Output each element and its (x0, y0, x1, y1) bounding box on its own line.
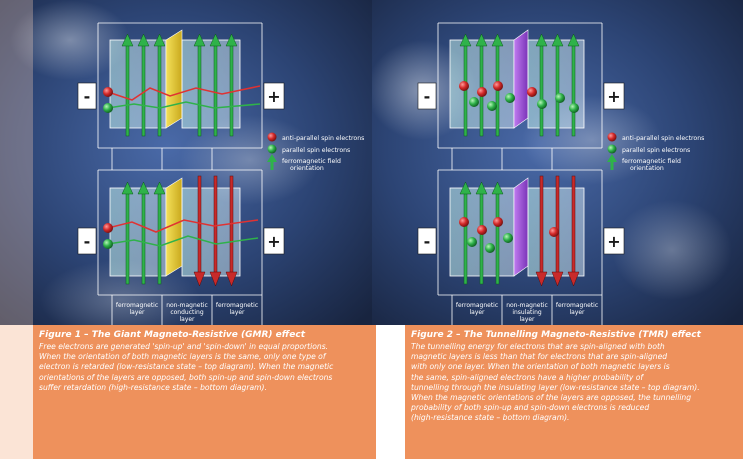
plus-label: + (607, 87, 620, 106)
gmr-caption-line: electron is retarded (low-resistance sta… (39, 362, 334, 372)
layer-label-mid-line3: layer (179, 316, 195, 323)
layer-label-right-line2: layer (229, 309, 245, 316)
layer-label-mid-line1: non-magnetic (506, 302, 548, 309)
caption-right-strip (376, 325, 405, 459)
tmr-caption-line: The tunnelling energy for electrons that… (411, 342, 665, 351)
gmr-caption-title: Figure 1 – The Giant Magneto-Resistive (… (39, 330, 306, 340)
insulating-spacer-layer (513, 29, 529, 129)
minus-terminal (417, 82, 437, 110)
parallel-path (107, 101, 261, 109)
legend-anti-parallel-label: anti-parallel spin electrons (282, 135, 364, 142)
gmr-caption-line: orientations of the layers are opposed, … (39, 372, 333, 382)
legend-parallel-label: parallel spin electrons (622, 147, 690, 154)
plus-terminal (603, 82, 625, 110)
gmr-caption: Figure 1 – The Giant Magneto-Resistive (… (33, 325, 376, 459)
layer-label-right-line1: ferromagnetic (556, 302, 598, 309)
layer-label-left-line1: ferromagnetic (456, 302, 498, 309)
layer-label-left-line1: ferromagnetic (116, 302, 158, 309)
legend-parallel-marker (267, 144, 277, 154)
minus-label: - (424, 232, 431, 251)
up-field-arrows (121, 33, 238, 137)
minus-label: - (84, 232, 91, 251)
left-ferromagnetic-layer (109, 39, 167, 129)
gmr-caption-line: Free electrons are generated 'spin-up' a… (39, 342, 329, 351)
legend-parallel-marker (607, 144, 617, 154)
gmr-figure: - + - + (0, 0, 372, 325)
tmr-legend: anti-parallel spin electrons parallel sp… (607, 132, 704, 172)
up-field-arrows (459, 181, 504, 285)
caption-left-strip (0, 325, 33, 459)
tmr-caption-line: probability of both spin-up and spin-dow… (411, 403, 650, 413)
legend-field-arrow-icon (267, 154, 277, 170)
gmr-top-device: - + (77, 29, 285, 137)
anti-parallel-path (107, 219, 259, 233)
legend-field-label-line1: ferromagnetic field (282, 158, 341, 165)
minus-terminal (417, 227, 437, 255)
electron-cluster (459, 217, 559, 253)
parallel-path (107, 235, 259, 247)
tmr-caption-line: When the magnetic orientations of the la… (411, 393, 692, 403)
insulating-spacer-layer (513, 177, 529, 277)
legend-field-arrow-icon (607, 154, 617, 170)
layer-label-right-line1: ferromagnetic (216, 302, 258, 309)
tmr-caption-line: magnetic layers is less than that for el… (411, 352, 668, 362)
tmr-figure: - + - (372, 0, 743, 325)
plus-label: + (267, 232, 280, 251)
layer-label-mid-line3: layer (519, 316, 535, 323)
legend-field-label-line2: orientation (290, 165, 324, 172)
minus-label: - (84, 87, 91, 106)
gmr-legend: anti-parallel spin electrons parallel sp… (267, 132, 364, 172)
legend-field-label-line2: orientation (630, 165, 664, 172)
electron-cluster (459, 81, 579, 113)
gmr-caption-line: suffer retardation (high-resistance stat… (39, 382, 267, 392)
conducting-spacer-layer (165, 29, 183, 129)
legend-parallel-label: parallel spin electrons (282, 147, 350, 154)
layer-label-mid-line1: non-magnetic (166, 302, 208, 309)
layer-label-mid-line2: conducting (170, 309, 204, 316)
minus-label: - (424, 87, 431, 106)
gmr-layer-labels: ferromagnetic layer non-magnetic conduct… (116, 302, 258, 323)
legend-anti-parallel-label: anti-parallel spin electrons (622, 135, 704, 142)
plus-label: + (607, 232, 620, 251)
gmr-caption-line: When the orientation of both magnetic la… (39, 352, 326, 362)
frame-lines (437, 22, 603, 325)
legend-anti-parallel-marker (607, 132, 617, 142)
up-field-arrows (121, 181, 166, 285)
layer-label-mid-line2: insulating (512, 309, 542, 316)
tmr-caption-line: tunnelling through the insulating layer … (411, 382, 700, 392)
anti-parallel-path (107, 85, 261, 101)
layer-label-left-line2: layer (129, 309, 145, 316)
tmr-caption-line: the same, spin-aligned electrons have a … (411, 372, 644, 382)
light-glow (10, 0, 130, 80)
tmr-caption: Figure 2 – The Tunnelling Magneto-Resist… (405, 325, 743, 459)
minus-terminal (77, 227, 97, 255)
light-glow (612, 200, 732, 300)
tmr-caption-title: Figure 2 – The Tunnelling Magneto-Resist… (411, 330, 701, 340)
tmr-caption-line: (high-resistance state – bottom diagram)… (411, 413, 570, 423)
down-field-arrows (193, 175, 238, 287)
parallel-electron (103, 239, 113, 249)
tmr-top-device: - + (417, 29, 625, 137)
parallel-electron (103, 103, 113, 113)
frame-lines (97, 22, 263, 325)
tmr-caption-line: with only one layer. When the orientatio… (411, 362, 670, 372)
legend-field-label-line1: ferromagnetic field (622, 158, 681, 165)
layer-label-left-line2: layer (469, 309, 485, 316)
down-field-arrows (535, 175, 580, 287)
plus-terminal (263, 227, 285, 255)
tmr-bottom-device: - + (417, 175, 625, 287)
anti-parallel-electron (103, 87, 113, 97)
layer-label-right-line2: layer (569, 309, 585, 316)
plus-terminal (603, 227, 625, 255)
gmr-bottom-device: - + (77, 175, 285, 287)
tmr-layer-labels: ferromagnetic layer non-magnetic insulat… (456, 302, 598, 323)
legend-anti-parallel-marker (267, 132, 277, 142)
minus-terminal (77, 82, 97, 110)
plus-terminal (263, 82, 285, 110)
anti-parallel-electron (103, 223, 113, 233)
plus-label: + (267, 87, 280, 106)
